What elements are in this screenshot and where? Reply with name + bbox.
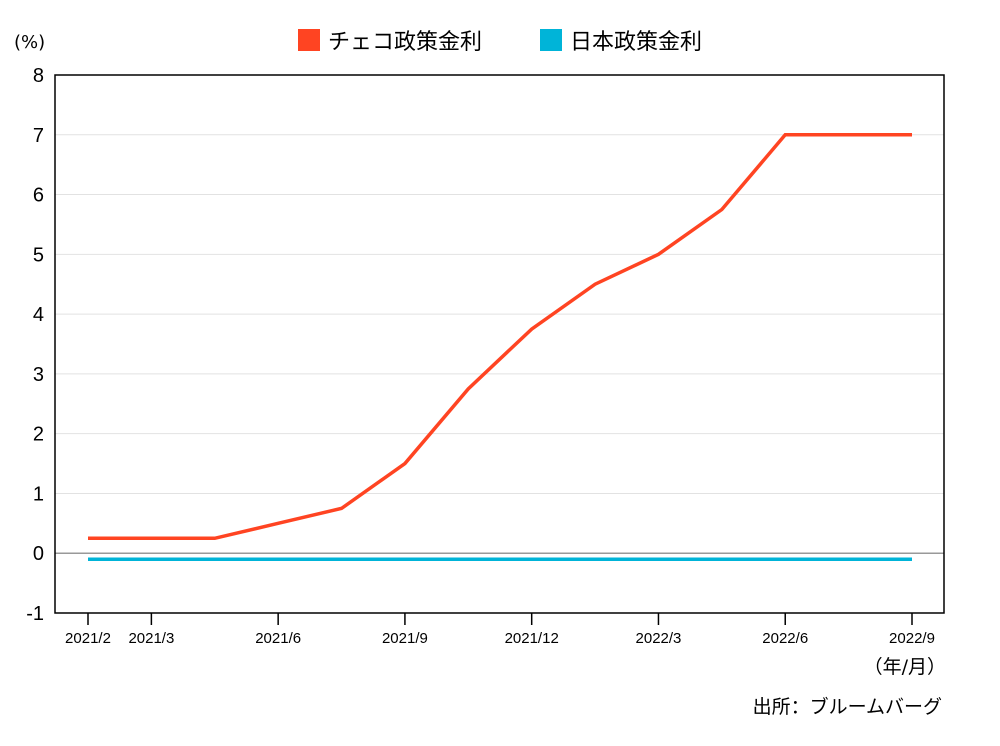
y-tick-label-7: 7 [33,125,44,147]
y-tick-label-3: 3 [33,364,44,386]
x-tick-label-1: 2021/3 [128,630,174,647]
x-axis-unit: （年/月） [863,656,946,678]
legend-item-czech: チェコ政策金利 [297,24,482,56]
y-tick-label-2: 2 [33,424,44,446]
x-tick-label-0: 2021/2 [65,630,111,647]
y-tick-label-8: 8 [33,65,44,87]
y-tick-label-6: 6 [33,185,44,207]
x-tick-label-7: 2022/9 [889,630,935,647]
x-tick-label-3: 2021/9 [382,630,428,647]
legend-swatch-czech [297,29,320,51]
legend-item-japan: 日本政策金利 [540,24,702,56]
y-tick-label--1: -1 [26,603,44,625]
source-note: 出所：ブルームバーグ [752,696,942,718]
legend-swatch-japan [540,29,562,51]
legend: チェコ政策金利 日本政策金利 [0,24,1000,56]
y-axis-title: (%) [14,32,46,53]
x-tick-label-5: 2022/3 [636,630,682,647]
y-tick-label-5: 5 [33,244,44,266]
x-tick-label-6: 2022/6 [762,630,808,647]
plot-frame [54,74,945,614]
y-tick-label-0: 0 [33,543,44,565]
legend-label-japan: 日本政策金利 [570,30,703,55]
x-tick-label-4: 2021/12 [505,630,559,647]
series-line-0 [88,133,912,541]
x-tick-label-2: 2021/6 [255,630,301,647]
y-tick-label-4: 4 [33,304,44,326]
legend-label-czech: チェコ政策金利 [327,30,482,55]
y-tick-label-1: 1 [33,483,44,505]
